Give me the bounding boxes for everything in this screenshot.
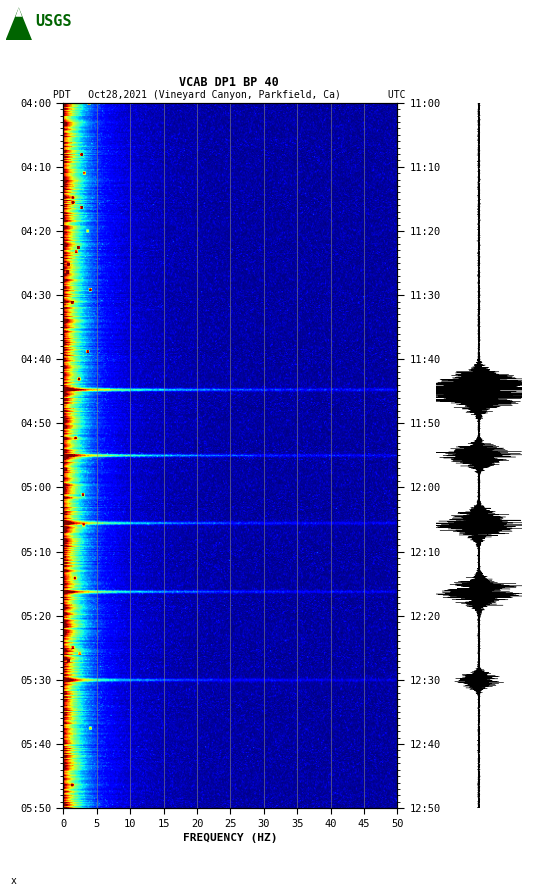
Text: USGS: USGS — [35, 14, 72, 29]
Polygon shape — [6, 7, 32, 40]
Text: x: x — [11, 876, 17, 886]
Text: VCAB DP1 BP 40: VCAB DP1 BP 40 — [179, 76, 279, 89]
Polygon shape — [15, 7, 22, 17]
X-axis label: FREQUENCY (HZ): FREQUENCY (HZ) — [183, 833, 278, 843]
Text: PDT   Oct28,2021 (Vineyard Canyon, Parkfield, Ca)        UTC: PDT Oct28,2021 (Vineyard Canyon, Parkfie… — [53, 90, 405, 100]
